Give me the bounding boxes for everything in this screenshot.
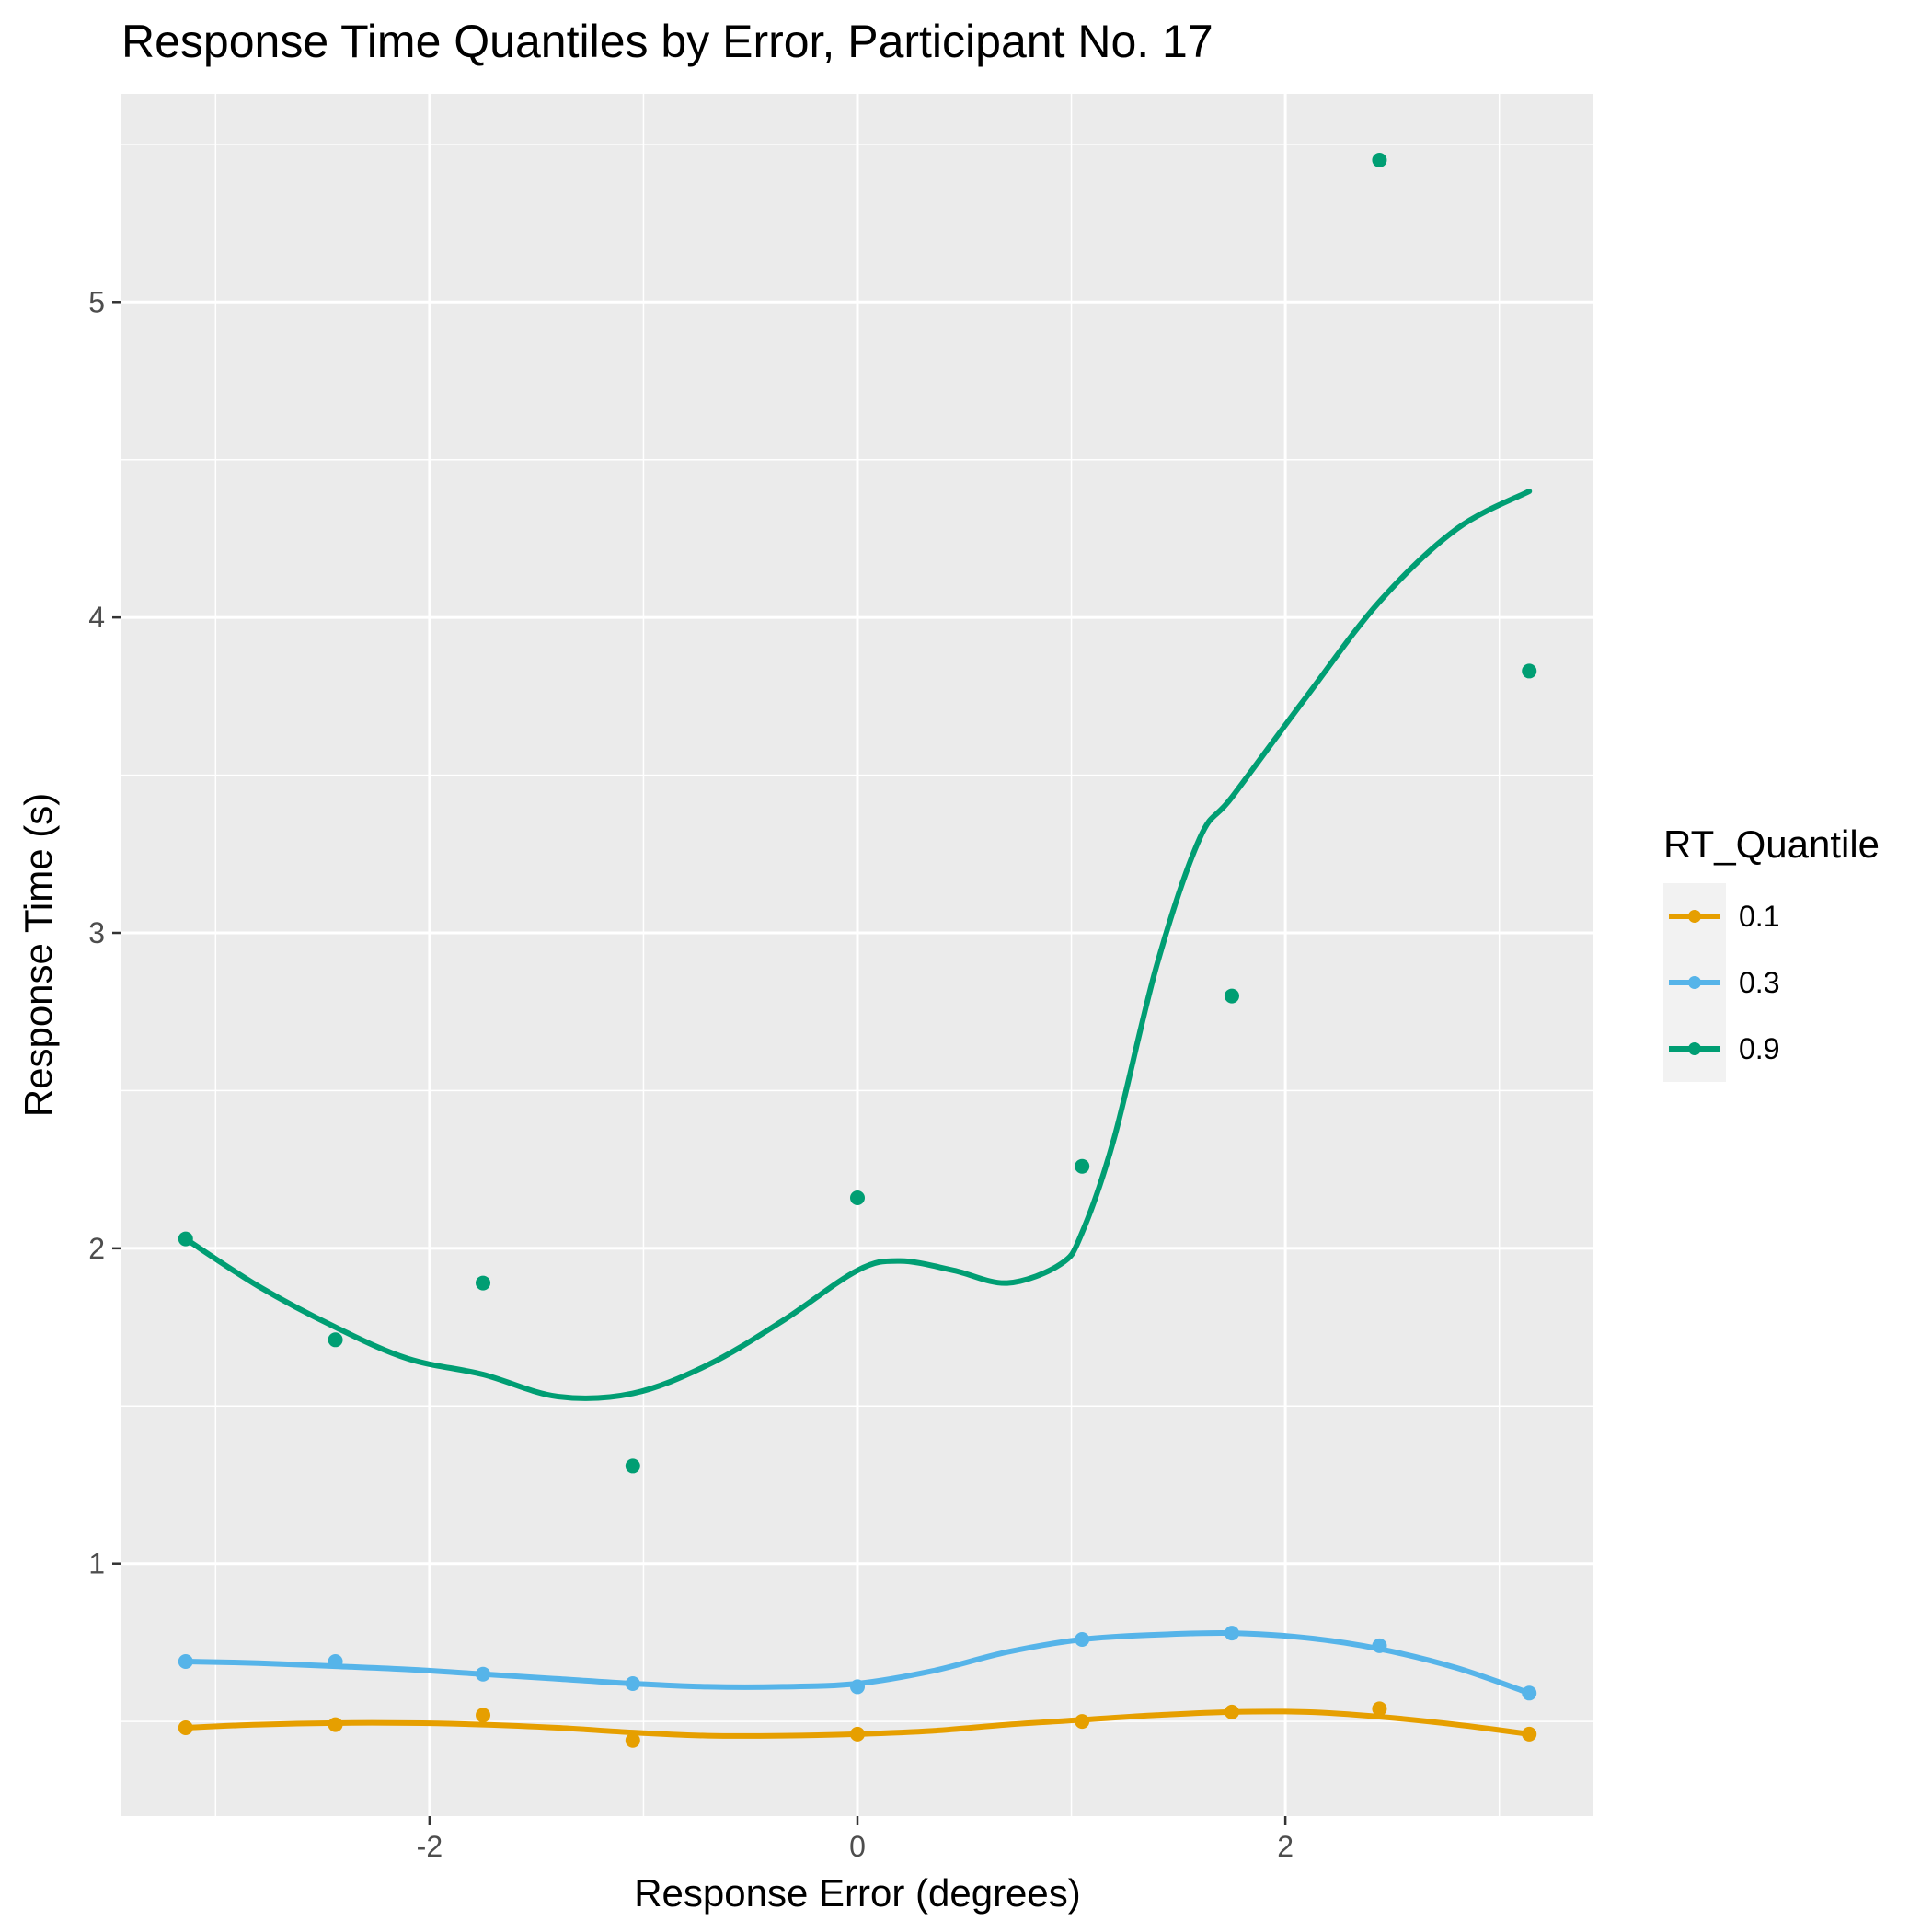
y-axis-title: Response Time (s) [17,793,60,1117]
x-tick-label: -2 [417,1830,443,1863]
series-0.1-point [178,1720,193,1735]
series-0.9-point [476,1275,491,1291]
series-0.1-point [1224,1704,1239,1719]
x-axis-title: Response Error (degrees) [634,1871,1081,1915]
series-0.3-point [1224,1626,1239,1641]
series-0.1-point [850,1726,865,1742]
series-0.1 [178,1701,1537,1748]
series-0.9-point [1522,663,1537,679]
series-0.3-point [1522,1685,1537,1701]
legend-key-point [1688,976,1701,989]
series-0.1-point [1522,1726,1537,1742]
ticks-layer: -2 0 2 1 2 3 4 5 [88,285,1294,1863]
legend-label-0.9: 0.9 [1739,1032,1779,1065]
series-0.1-point [476,1708,491,1723]
series-0.3-point [328,1654,343,1669]
y-tick-label: 5 [88,285,105,318]
series-0.9-point [328,1332,343,1348]
legend-title: RT_Quantile [1663,822,1880,866]
series-0.9-point [1075,1158,1090,1174]
x-tick-label: 0 [849,1830,866,1863]
series-0.3-point [850,1679,865,1695]
series-0.9-point [850,1190,865,1205]
series-0.1-point [1372,1701,1387,1717]
y-tick-label: 3 [88,916,105,949]
series-0.9 [178,153,1537,1474]
legend-keys: 0.1 0.3 0.9 [1663,883,1779,1082]
series-0.9-point [178,1231,193,1247]
series-0.3-point [1372,1638,1387,1653]
legend: RT_Quantile 0.1 0.3 0.9 [1663,822,1880,1082]
series-0.9-point [625,1458,640,1474]
chart-title: Response Time Quantiles by Error, Partic… [121,16,1213,67]
series-0.1-point [625,1732,640,1748]
series-layer [178,153,1537,1748]
series-0.9-point [1372,153,1387,167]
series-0.3 [178,1626,1537,1701]
grid-layer [121,94,1593,1816]
y-tick-label: 2 [88,1232,105,1265]
series-0.1-point [328,1717,343,1732]
legend-label-0.3: 0.3 [1739,966,1779,999]
y-tick-label: 4 [88,601,105,634]
legend-key-point [1688,910,1701,923]
legend-label-0.1: 0.1 [1739,900,1779,933]
series-0.3-point [1075,1632,1090,1647]
series-0.9-smooth-line [182,489,1533,1401]
series-0.9-point [1224,988,1239,1004]
series-0.3-point [476,1666,491,1682]
series-0.3-point [178,1654,193,1669]
x-tick-label: 2 [1277,1830,1294,1863]
series-0.1-point [1075,1714,1090,1730]
y-tick-label: 1 [88,1547,105,1581]
legend-key-point [1688,1042,1701,1055]
series-0.3-point [625,1676,640,1691]
